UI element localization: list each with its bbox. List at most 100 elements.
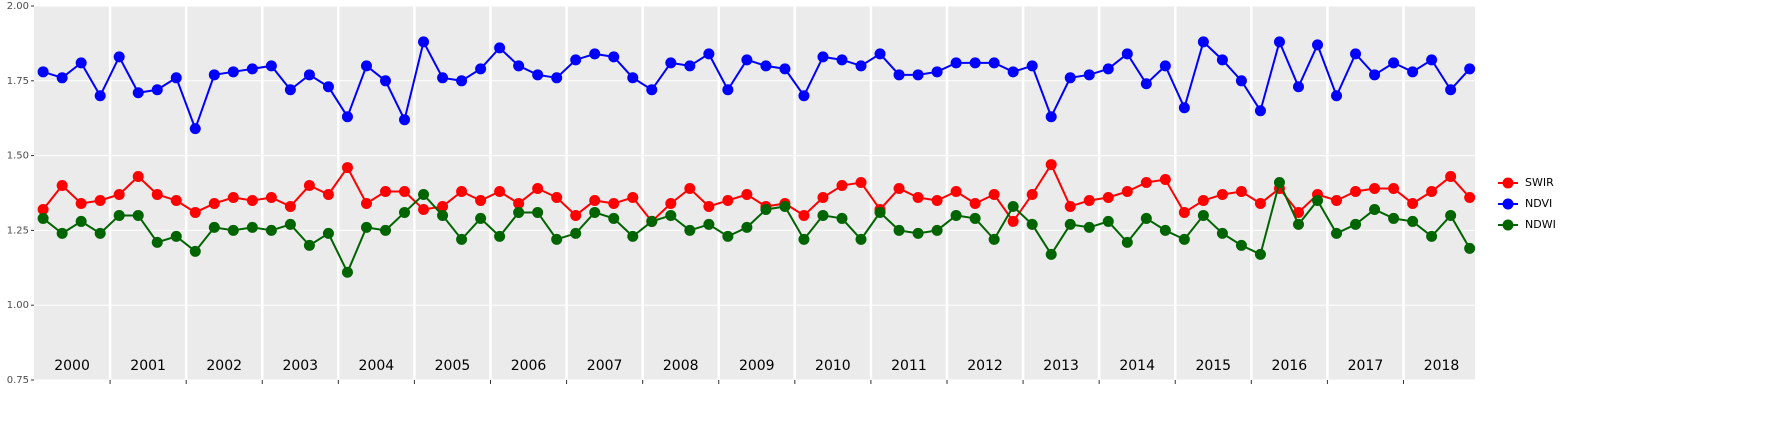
point (113, 209, 125, 221)
point (1331, 90, 1343, 102)
point (912, 227, 924, 239)
point (836, 180, 848, 192)
point (1464, 191, 1476, 203)
point (208, 221, 220, 233)
point (798, 233, 810, 245)
point (1178, 206, 1190, 218)
point (1159, 174, 1171, 186)
point (855, 233, 867, 245)
point (322, 188, 334, 200)
point (1331, 194, 1343, 206)
point (151, 236, 163, 248)
point (836, 54, 848, 66)
point (608, 212, 620, 224)
point (931, 194, 943, 206)
point (570, 209, 582, 221)
point (227, 191, 239, 203)
point (1350, 186, 1362, 198)
point (208, 197, 220, 209)
point (494, 42, 506, 54)
point (208, 69, 220, 81)
point (1464, 242, 1476, 254)
point (513, 60, 525, 72)
point (1426, 186, 1438, 198)
point (303, 180, 315, 192)
point (513, 206, 525, 218)
point (1235, 75, 1247, 87)
point (1083, 221, 1095, 233)
point (665, 197, 677, 209)
point (703, 48, 715, 60)
point (132, 171, 144, 183)
point (570, 54, 582, 66)
point (37, 66, 49, 78)
point (341, 162, 353, 174)
point (912, 69, 924, 81)
point (1140, 78, 1152, 90)
point (1235, 239, 1247, 251)
point (1216, 54, 1228, 66)
legend-label: NDVI (1525, 197, 1552, 210)
point (1350, 218, 1362, 230)
point (1407, 197, 1419, 209)
point (1369, 203, 1381, 215)
point (874, 206, 886, 218)
point (1292, 206, 1304, 218)
point (494, 230, 506, 242)
point (741, 54, 753, 66)
point (1312, 194, 1324, 206)
point (1273, 177, 1285, 189)
point (227, 224, 239, 236)
point (189, 206, 201, 218)
year-label: 2006 (511, 358, 547, 374)
point (265, 191, 277, 203)
point (246, 221, 258, 233)
y-tick-label: 2.00 (7, 1, 29, 12)
point (284, 84, 296, 96)
point (132, 209, 144, 221)
point (284, 218, 296, 230)
point (646, 84, 658, 96)
year-label: 2016 (1272, 358, 1308, 374)
year-label: 2008 (663, 358, 699, 374)
point (684, 60, 696, 72)
point (1026, 218, 1038, 230)
point (1026, 60, 1038, 72)
point (513, 197, 525, 209)
year-label: 2000 (54, 358, 90, 374)
point (1102, 63, 1114, 75)
point (151, 84, 163, 96)
point (589, 48, 601, 60)
point (56, 227, 68, 239)
point (170, 194, 182, 206)
point (475, 212, 487, 224)
year-label: 2012 (967, 358, 1003, 374)
point (969, 197, 981, 209)
point (341, 111, 353, 123)
point (969, 212, 981, 224)
point (1121, 236, 1133, 248)
point (760, 203, 772, 215)
point (1045, 159, 1057, 171)
point (1388, 212, 1400, 224)
point (1445, 84, 1457, 96)
point (94, 194, 106, 206)
point (1178, 233, 1190, 245)
point (456, 233, 468, 245)
y-tick-label: 0.75 (7, 375, 29, 386)
point (1102, 215, 1114, 227)
point (37, 212, 49, 224)
point (570, 227, 582, 239)
point (1007, 215, 1019, 227)
point (817, 51, 829, 63)
point (1369, 69, 1381, 81)
point (303, 239, 315, 251)
year-label: 2002 (206, 358, 242, 374)
point (703, 218, 715, 230)
point (170, 72, 182, 84)
point (798, 209, 810, 221)
year-label: 2009 (739, 358, 775, 374)
year-label: 2013 (1043, 358, 1079, 374)
point (551, 233, 563, 245)
point (760, 60, 772, 72)
